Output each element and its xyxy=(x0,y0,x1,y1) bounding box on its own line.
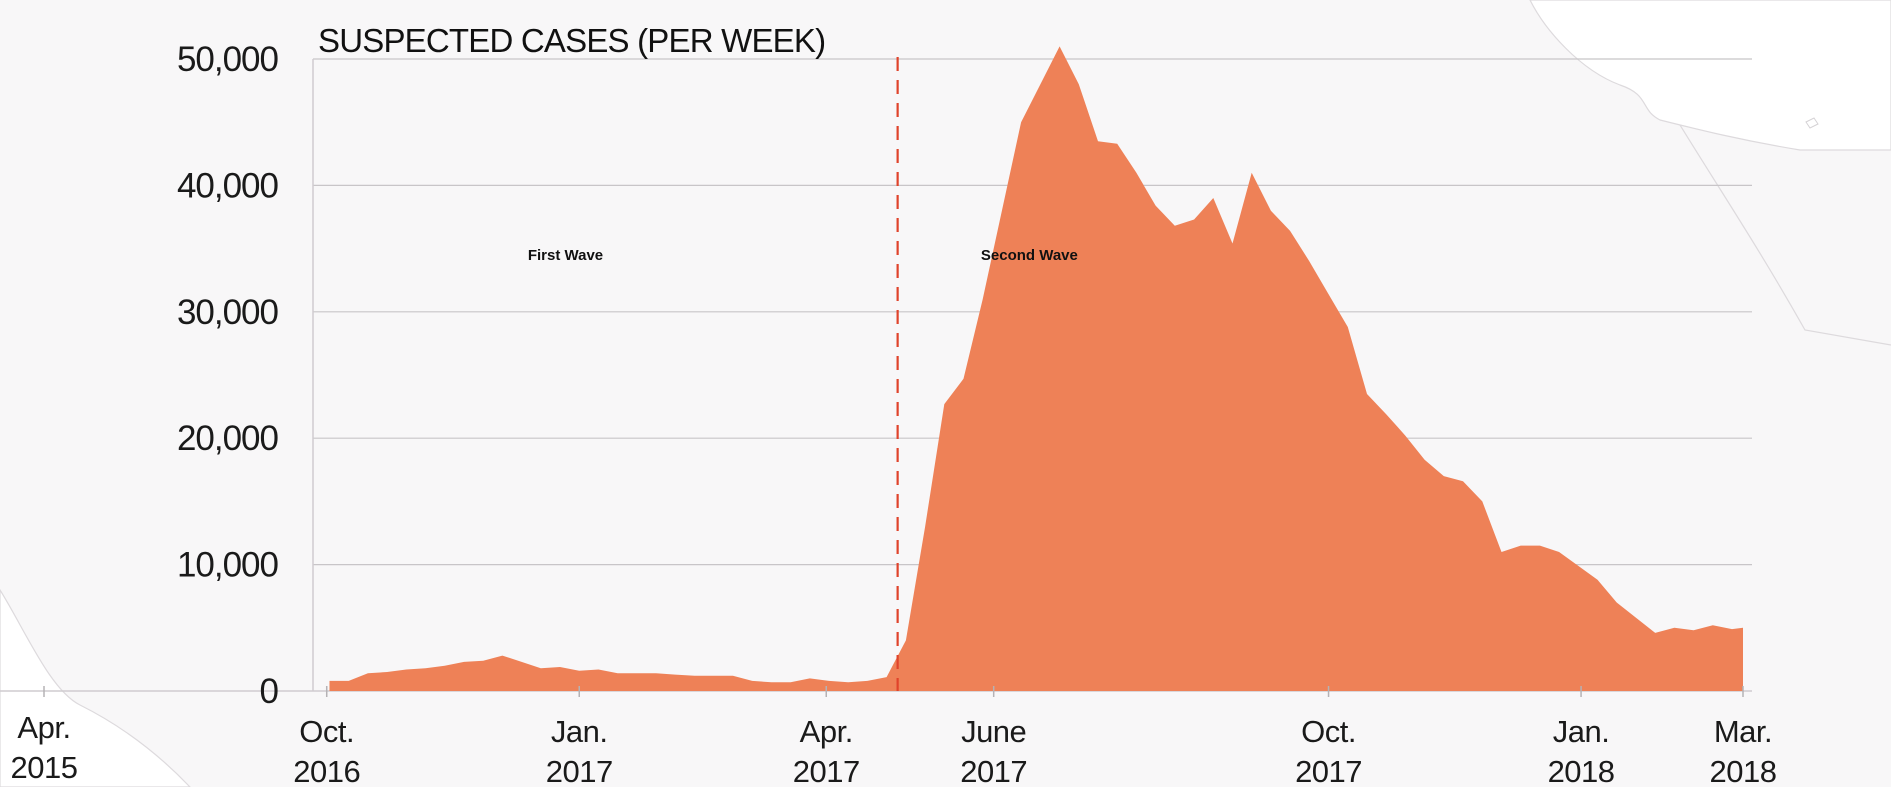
wave-annotation: First Wave xyxy=(528,247,603,264)
background-landmass-bottomleft xyxy=(0,588,191,787)
series-area xyxy=(329,46,1744,691)
background-axis-label-month: Apr. xyxy=(17,710,70,745)
background-axis-label-year: 2015 xyxy=(11,750,78,785)
x-tick-label-year: 2017 xyxy=(793,754,860,787)
x-tick-label-year: 2017 xyxy=(960,754,1027,787)
x-tick-label-year: 2018 xyxy=(1710,754,1777,787)
wave-annotation: Second Wave xyxy=(981,247,1078,264)
x-tick-label-month: Oct. xyxy=(299,714,354,749)
y-tick-label: 50,000 xyxy=(177,40,279,79)
annotations: First Wave Second Wave xyxy=(528,247,1078,264)
y-tick-label: 0 xyxy=(260,672,279,711)
x-tick-label-month: June xyxy=(961,714,1026,749)
y-axis-ticks: 0 10,000 20,000 30,000 40,000 50,000 xyxy=(177,40,280,711)
y-tick-label: 30,000 xyxy=(177,293,279,332)
x-tick-label-year: 2017 xyxy=(546,754,613,787)
x-tick-label-year: 2016 xyxy=(293,754,360,787)
x-tick-label-month: Apr. xyxy=(800,714,853,749)
x-tick-label-month: Oct. xyxy=(1301,714,1356,749)
background-landmass-topright xyxy=(1529,0,1891,151)
x-tick-label-month: Jan. xyxy=(551,714,608,749)
y-tick-label: 20,000 xyxy=(177,419,279,458)
background-island-small xyxy=(1805,117,1819,129)
y-tick-label: 10,000 xyxy=(177,546,279,585)
x-tick-label-month: Mar. xyxy=(1714,714,1772,749)
y-tick-label: 40,000 xyxy=(177,166,279,205)
chart-title: SUSPECTED CASES (PER WEEK) xyxy=(318,22,825,59)
x-axis-ticks: Oct. 2016 Jan. 2017 Apr. 2017 June 2017 Oct. 2017… xyxy=(293,686,1777,787)
x-tick-label-year: 2018 xyxy=(1548,754,1615,787)
background-coastline-right xyxy=(1679,124,1891,346)
x-tick-label-month: Jan. xyxy=(1553,714,1610,749)
x-tick-label-year: 2017 xyxy=(1295,754,1362,787)
